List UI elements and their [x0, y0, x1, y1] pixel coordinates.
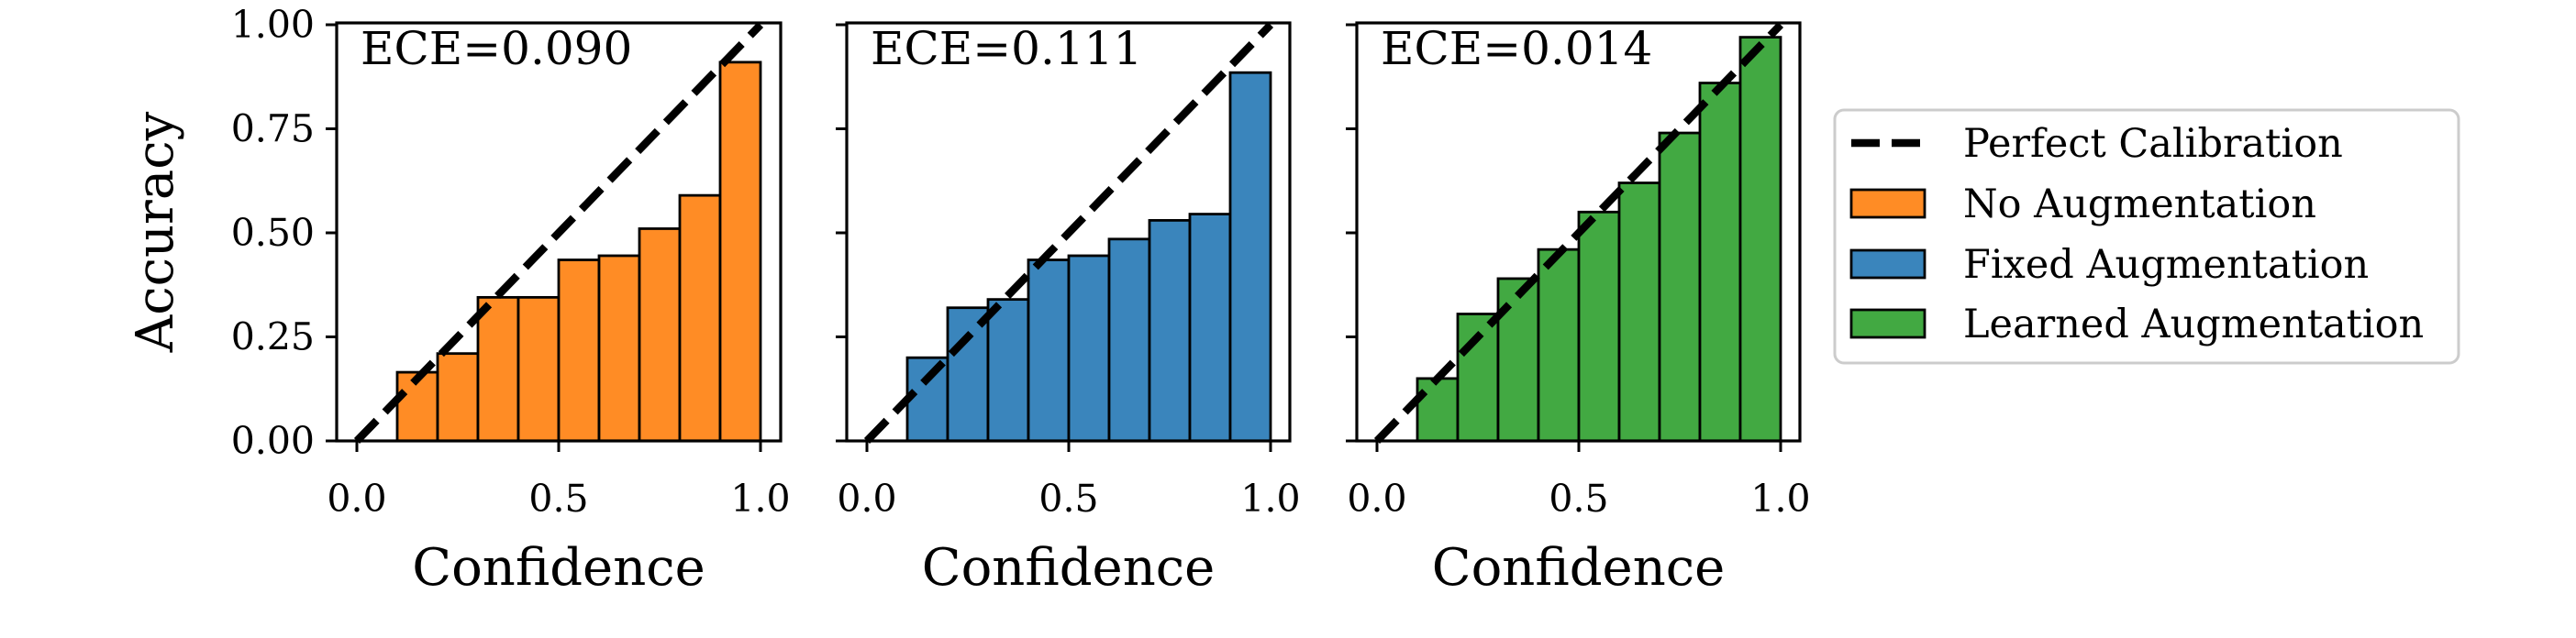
x-tick-label: 1.0: [1750, 477, 1810, 521]
bar: [1027, 258, 1071, 443]
bar: [718, 60, 762, 443]
x-tick-label: 1.0: [730, 477, 790, 521]
x-tick-label: 1.0: [1240, 477, 1300, 521]
bar: [1537, 248, 1581, 443]
bar: [905, 356, 949, 443]
bar: [946, 306, 990, 443]
perfect-calibration-line: [863, 22, 1274, 444]
y-tick-label: 0.00: [231, 419, 315, 463]
calibration-panel-3: 0.0 0.5 1.0 ECE=0.014 Confidence: [1346, 21, 1811, 598]
y-tick-label: 0.50: [231, 211, 315, 255]
ece-annotation: ECE=0.111: [871, 22, 1142, 75]
bar: [597, 254, 641, 443]
ece-annotation: ECE=0.014: [1381, 22, 1652, 75]
x-tick-label: 0.5: [528, 477, 588, 521]
legend-label: Learned Augmentation: [1963, 302, 2424, 347]
x-tick-label: 0.5: [1038, 477, 1098, 521]
bar: [436, 352, 480, 443]
x-tick-label: 0.0: [1347, 477, 1406, 521]
legend-swatch: [1849, 308, 1926, 339]
ece-annotation: ECE=0.090: [361, 22, 632, 75]
bar: [1107, 237, 1151, 443]
y-tick-label: 1.00: [231, 3, 315, 47]
bar: [1738, 36, 1782, 443]
legend-label: Fixed Augmentation: [1963, 242, 2369, 288]
y-tick-label: 0.75: [231, 107, 315, 151]
bar: [516, 295, 561, 443]
x-axis-title: Confidence: [922, 538, 1216, 598]
legend-label: Perfect Calibration: [1963, 121, 2343, 167]
bar: [678, 193, 722, 443]
legend-frame: [1833, 108, 2460, 365]
bar: [1698, 82, 1742, 443]
bar: [1188, 213, 1232, 443]
bar: [557, 258, 601, 443]
bar: [1496, 277, 1540, 443]
perfect-calibration-line: [353, 22, 764, 444]
bar: [1577, 210, 1621, 443]
bar: [1617, 182, 1661, 443]
x-tick-label: 0.0: [837, 477, 896, 521]
y-axis-title: Accuracy: [126, 111, 185, 353]
bar: [1067, 254, 1111, 443]
x-tick-label: 0.5: [1549, 477, 1608, 521]
x-tick-label: 0.0: [327, 477, 386, 521]
legend-label: No Augmentation: [1963, 182, 2316, 227]
legend-swatch: [1849, 188, 1926, 219]
bar: [1416, 377, 1460, 443]
legend: Perfect Calibration No Augmentation Fixed …: [1833, 108, 2460, 365]
calibration-panel-1: 0.0 0.5 1.0 0.00 0.25 0.50 0.75 1.00 ECE=0.090 Co…: [126, 3, 791, 598]
y-tick-label: 0.25: [231, 315, 315, 359]
bar: [986, 298, 1030, 443]
legend-swatch: [1849, 248, 1926, 280]
x-axis-title: Confidence: [1432, 538, 1726, 598]
bar: [1148, 218, 1192, 443]
bar: [1658, 131, 1702, 443]
perfect-calibration-line: [1373, 22, 1784, 444]
bar: [476, 295, 520, 443]
calibration-panel-2: 0.0 0.5 1.0 ECE=0.111 Confidence: [836, 21, 1301, 598]
bar: [638, 227, 682, 443]
x-axis-title: Confidence: [412, 538, 705, 598]
bar: [1228, 71, 1272, 443]
